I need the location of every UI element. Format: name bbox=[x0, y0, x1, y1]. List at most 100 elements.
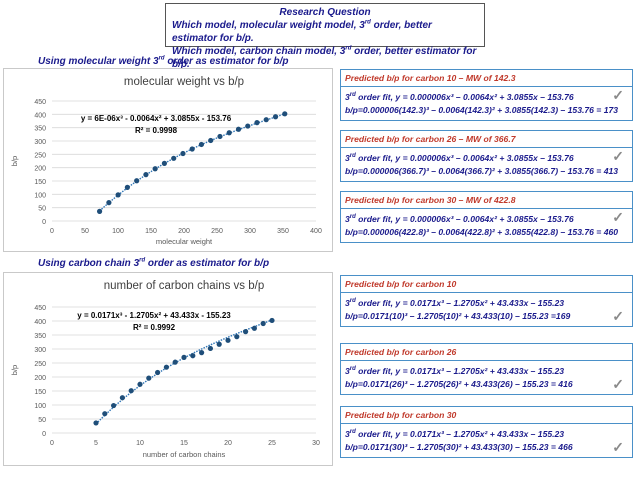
trendline-equation: y = 6E-06x³ - 0.0064x² + 3.0855x - 153.7… bbox=[81, 114, 232, 123]
chart-molecular-weight: molecular weight vs b/p 0 50 100 150 200 250 30… bbox=[3, 68, 333, 252]
data-point bbox=[124, 184, 130, 190]
y-tick-label: 400 bbox=[34, 319, 46, 326]
fit-text: 3 bbox=[345, 429, 350, 439]
data-point bbox=[189, 146, 195, 152]
y-tick-label: 50 bbox=[38, 417, 46, 424]
rq-line1-rest: order, better estimator for b/p. bbox=[172, 20, 432, 44]
section1-text: Using molecular weight 3 bbox=[38, 56, 159, 67]
panel-calc: b/p=0.0171(30)³ – 1.2705(30)² + 43.433(3… bbox=[345, 442, 573, 452]
data-point bbox=[115, 192, 121, 198]
x-axis-label: number of carbon chains bbox=[143, 450, 226, 459]
panel-fit: 3rd order fit, y = 0.0171x³ – 1.2705x² +… bbox=[345, 365, 628, 378]
fit-text: 3 bbox=[345, 92, 350, 102]
x-tick-label: 300 bbox=[244, 228, 256, 235]
y-tick-label: 0 bbox=[42, 431, 46, 438]
data-point bbox=[225, 337, 231, 343]
data-point bbox=[171, 155, 177, 161]
data-point bbox=[216, 341, 222, 347]
y-axis-label: b/p bbox=[10, 156, 19, 166]
data-point bbox=[269, 317, 275, 324]
panel-body: 3rd order fit, y = 0.0171x³ – 1.2705x² +… bbox=[341, 293, 632, 326]
y-tick-label: 250 bbox=[34, 361, 46, 368]
y-tick-label: 300 bbox=[34, 139, 46, 146]
y-tick-label: 250 bbox=[34, 152, 46, 159]
chart-title: molecular weight vs b/p bbox=[124, 76, 244, 88]
data-point bbox=[263, 117, 269, 123]
section1-sup: rd bbox=[158, 55, 165, 62]
data-point bbox=[243, 329, 249, 335]
panel-fit: 3rd order fit, y = 0.000006x³ – 0.0064x²… bbox=[345, 152, 628, 165]
section2-text: Using carbon chain 3 bbox=[38, 258, 140, 269]
x-tick-label: 100 bbox=[112, 228, 124, 235]
data-point bbox=[155, 369, 161, 376]
trendline bbox=[99, 113, 285, 212]
panel-header: Predicted b/p for carbon 26 bbox=[341, 344, 632, 361]
panel-body: 3rd order fit, y = 0.0171x³ – 1.2705x² +… bbox=[341, 424, 632, 457]
fit-rest: order fit, y = 0.000006x³ – 0.0064x² + 3… bbox=[355, 92, 574, 102]
panel-body: 3rd order fit, y = 0.0171x³ – 1.2705x² +… bbox=[341, 361, 632, 394]
data-point bbox=[152, 166, 158, 172]
panel-body: 3rd order fit, y = 0.000006x³ – 0.0064x²… bbox=[341, 209, 632, 242]
y-tick-label: 300 bbox=[34, 347, 46, 354]
panel-fit: 3rd order fit, y = 0.000006x³ – 0.0064x²… bbox=[345, 91, 628, 104]
chart-carbon-chains: number of carbon chains vs b/p 0 50 100 150 2… bbox=[3, 272, 333, 466]
data-point bbox=[254, 120, 260, 126]
panel-header: Predicted b/p for carbon 10 bbox=[341, 276, 632, 293]
data-point bbox=[235, 126, 242, 132]
y-tick-label: 50 bbox=[38, 206, 46, 213]
check-icon: ✓ bbox=[612, 87, 624, 103]
x-tick-label: 400 bbox=[310, 228, 322, 235]
panel-calc: b/p=0.0171(26)³ – 1.2705(26)² + 43.433(2… bbox=[345, 379, 573, 389]
y-tick-label: 100 bbox=[34, 192, 46, 199]
panel-mw-carbon-30: Predicted b/p for carbon 30 – MW of 422.… bbox=[340, 191, 633, 243]
panel-body: 3rd order fit, y = 0.000006x³ – 0.0064x²… bbox=[341, 148, 632, 181]
data-point bbox=[111, 402, 117, 409]
rq-line1-text: Which model, molecular weight model, 3 bbox=[172, 20, 365, 31]
data-point bbox=[180, 150, 186, 157]
data-point bbox=[146, 375, 152, 381]
data-point bbox=[207, 345, 213, 352]
x-tick-label: 25 bbox=[268, 440, 276, 447]
panel-header: Predicted b/p for carbon 10 – MW of 142.… bbox=[341, 70, 632, 87]
fit-text: 3 bbox=[345, 214, 350, 224]
data-point bbox=[226, 130, 232, 136]
fit-sup: rd bbox=[349, 92, 356, 99]
fit-sup: rd bbox=[349, 153, 356, 160]
fit-text: 3 bbox=[345, 298, 350, 308]
panel-calc: b/p=0.000006(366.7)³ – 0.0064(366.7)² + … bbox=[345, 166, 619, 176]
panel-fit: 3rd order fit, y = 0.0171x³ – 1.2705x² +… bbox=[345, 428, 628, 441]
y-tick-label: 100 bbox=[34, 403, 46, 410]
data-point bbox=[199, 350, 205, 356]
panel-calc: b/p=0.0171(10)³ – 1.2705(10)² + 43.433(1… bbox=[345, 311, 571, 321]
fit-sup: rd bbox=[349, 366, 356, 373]
data-point bbox=[143, 172, 149, 178]
research-question-box: Research Question Which model, molecular… bbox=[165, 3, 485, 70]
x-tick-label: 350 bbox=[277, 228, 289, 235]
panel-cc-carbon-26: Predicted b/p for carbon 26 3rd order fi… bbox=[340, 343, 633, 395]
chart-molecular-weight-svg: molecular weight vs b/p 0 50 100 150 200 250 30… bbox=[10, 76, 322, 246]
data-point bbox=[161, 160, 167, 166]
y-axis-label: b/p bbox=[10, 365, 19, 375]
data-point bbox=[234, 334, 240, 340]
panel-header: Predicted b/p for carbon 30 bbox=[341, 407, 632, 424]
y-tick-label: 200 bbox=[34, 166, 46, 173]
data-point bbox=[134, 178, 140, 184]
section2-sup: rd bbox=[139, 257, 146, 264]
panel-fit: 3rd order fit, y = 0.000006x³ – 0.0064x²… bbox=[345, 213, 628, 226]
data-point bbox=[172, 359, 178, 365]
rq-line2-text: Which model, carbon chain model, 3 bbox=[172, 46, 346, 57]
y-tick-label: 350 bbox=[34, 333, 46, 340]
fit-sup: rd bbox=[349, 214, 356, 221]
panel-mw-carbon-26: Predicted b/p for carbon 26 – MW of 366.… bbox=[340, 130, 633, 182]
x-tick-label: 150 bbox=[145, 228, 157, 235]
data-point bbox=[272, 114, 279, 120]
data-point bbox=[93, 420, 99, 426]
x-tick-label: 200 bbox=[178, 228, 190, 235]
data-point bbox=[217, 133, 223, 140]
trendline bbox=[95, 319, 273, 425]
fit-rest: order fit, y = 0.0171x³ – 1.2705x² + 43.… bbox=[355, 429, 565, 439]
panel-header: Predicted b/p for carbon 30 – MW of 422.… bbox=[341, 192, 632, 209]
panel-mw-carbon-10: Predicted b/p for carbon 10 – MW of 142.… bbox=[340, 69, 633, 121]
data-point bbox=[198, 141, 205, 148]
panel-header: Predicted b/p for carbon 26 – MW of 366.… bbox=[341, 131, 632, 148]
